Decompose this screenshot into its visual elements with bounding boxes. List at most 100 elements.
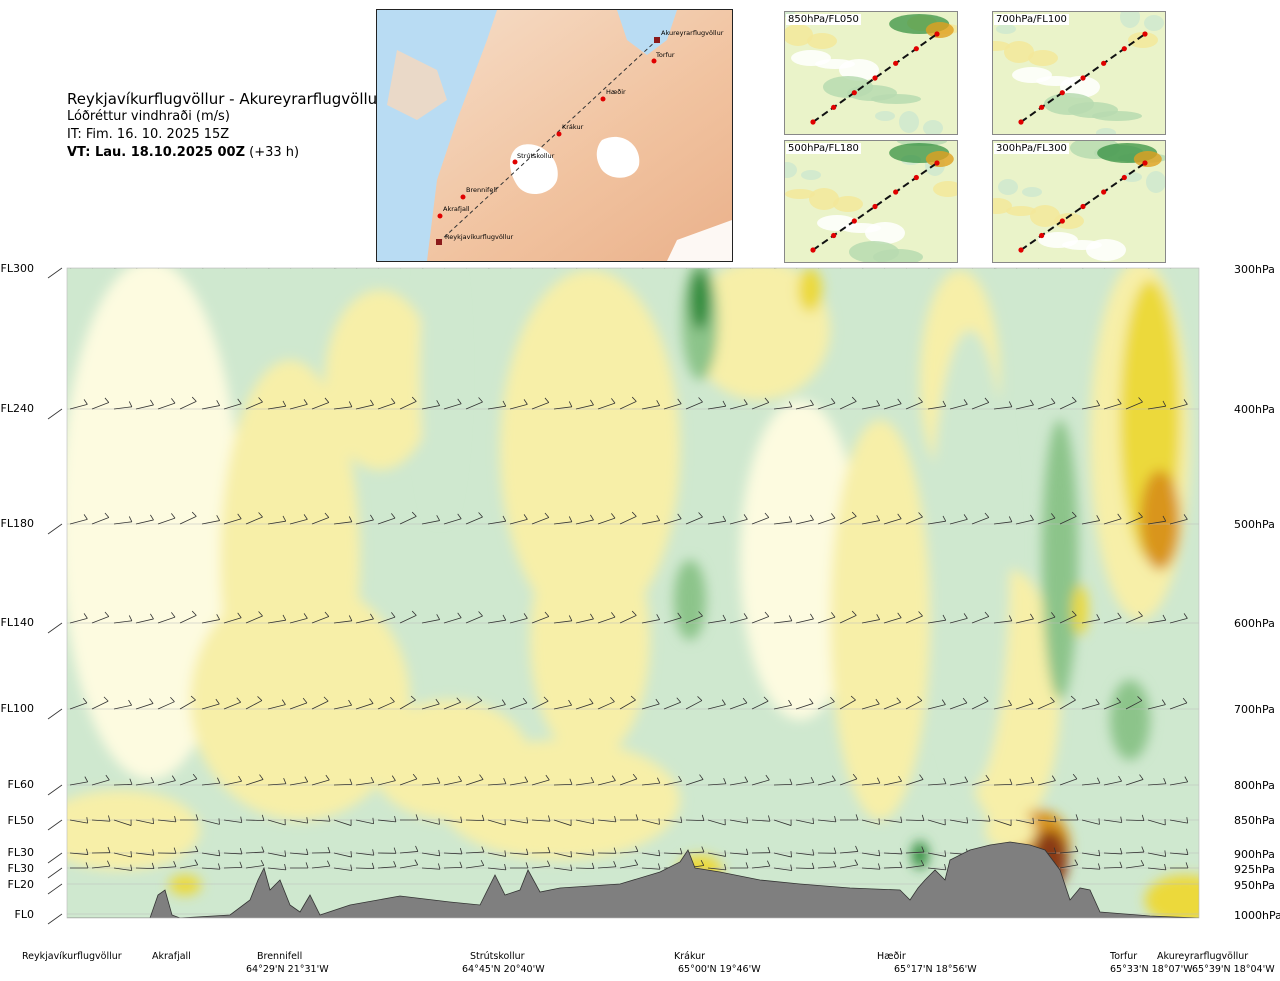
wind-barb <box>377 513 396 525</box>
wind-barb <box>839 695 856 710</box>
y-right-label: 400hPa <box>1234 403 1275 416</box>
wind-barb <box>795 849 815 856</box>
wind-barb <box>1148 268 1151 269</box>
wind-barb <box>663 612 682 624</box>
wind-barb <box>729 399 748 410</box>
wind-barb <box>289 697 308 710</box>
wind-barb <box>135 817 155 825</box>
wind-barb <box>443 816 463 823</box>
mini-map-point <box>810 247 816 253</box>
field-contour <box>67 790 200 870</box>
wind-barb <box>795 862 815 870</box>
wind-barb <box>1081 515 1101 525</box>
wind-barb <box>421 400 441 410</box>
wind-barb <box>861 777 881 786</box>
wind-barb <box>971 815 991 822</box>
wind-barb <box>289 848 309 855</box>
wind-barb <box>399 610 417 624</box>
wind-barb <box>1147 400 1167 410</box>
wind-barb <box>180 814 199 821</box>
wind-barb <box>355 776 375 786</box>
wind-barb <box>1125 696 1143 710</box>
wind-barb <box>1081 849 1101 857</box>
wind-barb <box>487 850 507 857</box>
wind-barb <box>620 268 621 269</box>
wind-barb <box>179 695 196 710</box>
wind-barb <box>619 845 639 854</box>
wind-barb <box>927 850 947 857</box>
wind-barb <box>619 511 637 525</box>
wind-barb <box>333 401 353 410</box>
wind-barb <box>179 773 198 786</box>
x-point-coord: 65°00'N 19°46'W <box>678 964 761 975</box>
wind-barb <box>993 401 1013 410</box>
wind-barb <box>685 611 703 624</box>
wind-barb <box>201 849 221 857</box>
wind-barb <box>949 817 969 824</box>
mini-map-point <box>1101 60 1107 66</box>
map-point-akureyri <box>654 37 660 43</box>
wind-barb <box>201 515 221 525</box>
wind-barb <box>333 864 353 871</box>
wind-barb <box>113 516 133 525</box>
wind-barb <box>795 817 815 825</box>
wind-barb <box>927 699 946 710</box>
wind-barb <box>223 861 243 869</box>
y-tick <box>47 784 63 796</box>
y-left-label: FL300 <box>0 262 34 275</box>
wind-barb <box>1059 845 1079 854</box>
wind-barb <box>1147 614 1167 624</box>
wind-barb <box>531 774 550 786</box>
wind-barb <box>928 268 931 269</box>
wind-barb <box>531 815 551 822</box>
x-point-coord: 64°45'N 20°40'W <box>462 964 545 975</box>
mini-map-label: 300hPa/FL300 <box>994 143 1069 154</box>
mini-map-canvas <box>785 12 957 134</box>
wind-barb <box>531 696 549 710</box>
wind-barb <box>1015 698 1034 710</box>
y-left-label: FL20 <box>7 878 34 891</box>
mini-map-850: 850hPa/FL050 <box>784 11 958 135</box>
wind-barb <box>708 268 711 269</box>
wind-barb <box>575 514 594 525</box>
wind-barb <box>971 611 990 624</box>
wind-barb <box>157 398 176 410</box>
wind-barb <box>817 775 836 786</box>
wind-barb <box>1169 613 1188 624</box>
wind-barb <box>686 268 688 269</box>
wind-barb <box>1169 514 1188 525</box>
wind-barb <box>531 611 550 624</box>
wind-barb <box>1125 397 1143 410</box>
wind-barb <box>135 849 155 856</box>
wind-barb <box>466 268 468 269</box>
mini-map-point <box>872 75 878 81</box>
wind-barb <box>839 845 859 854</box>
wind-barb <box>817 612 836 624</box>
y-left-label: FL140 <box>0 616 34 629</box>
wind-barb <box>1104 268 1106 269</box>
wind-barb <box>817 815 837 823</box>
wind-barb <box>223 398 242 410</box>
wind-barb <box>377 815 397 823</box>
wind-barb <box>1103 848 1123 855</box>
wind-barb <box>861 818 880 825</box>
wind-barb <box>620 814 639 821</box>
wind-barb <box>400 814 419 821</box>
wind-barb <box>113 615 133 624</box>
wind-barb <box>861 849 881 857</box>
wind-barb <box>905 611 923 624</box>
wind-barb <box>927 818 946 826</box>
x-point-name: Brennifell <box>257 951 303 962</box>
y-tick <box>47 523 63 535</box>
mini-map-label: 500hPa/FL180 <box>786 143 861 154</box>
wind-barb <box>399 396 417 410</box>
wind-barb <box>487 699 506 710</box>
y-right-label: 1000hPa <box>1234 909 1280 922</box>
x-point-name: Torfur <box>1110 951 1138 962</box>
field-contour <box>930 330 1010 790</box>
x-point-name: Krákur <box>674 951 706 962</box>
wind-barb <box>289 399 308 410</box>
wind-barb <box>1081 400 1101 410</box>
wind-barb <box>333 851 352 858</box>
wind-barb <box>421 818 440 825</box>
